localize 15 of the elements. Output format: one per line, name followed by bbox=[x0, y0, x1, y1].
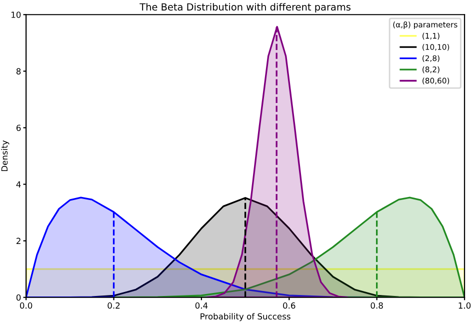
y-tick-label: 0 bbox=[16, 294, 21, 301]
x-axis-title: Probability of Success bbox=[200, 313, 290, 322]
chart-title: The Beta Distribution with different params bbox=[140, 3, 350, 12]
x-tick-label: 0.4 bbox=[195, 302, 208, 309]
x-tick-label: 0.0 bbox=[20, 302, 32, 309]
y-tick-label: 8 bbox=[16, 68, 21, 74]
x-tick-label: 0.8 bbox=[370, 302, 383, 309]
x-tick-label: 1.0 bbox=[458, 302, 471, 309]
y-tick-label: 6 bbox=[16, 124, 21, 132]
y-tick-label: 4 bbox=[16, 181, 21, 188]
y-tick-label: 2 bbox=[16, 238, 20, 244]
y-axis-title: Density bbox=[1, 140, 10, 172]
y-tick-label: 10 bbox=[12, 12, 21, 18]
x-tick-label: 0.6 bbox=[283, 302, 296, 309]
x-tick-label: 0.2 bbox=[108, 302, 120, 309]
